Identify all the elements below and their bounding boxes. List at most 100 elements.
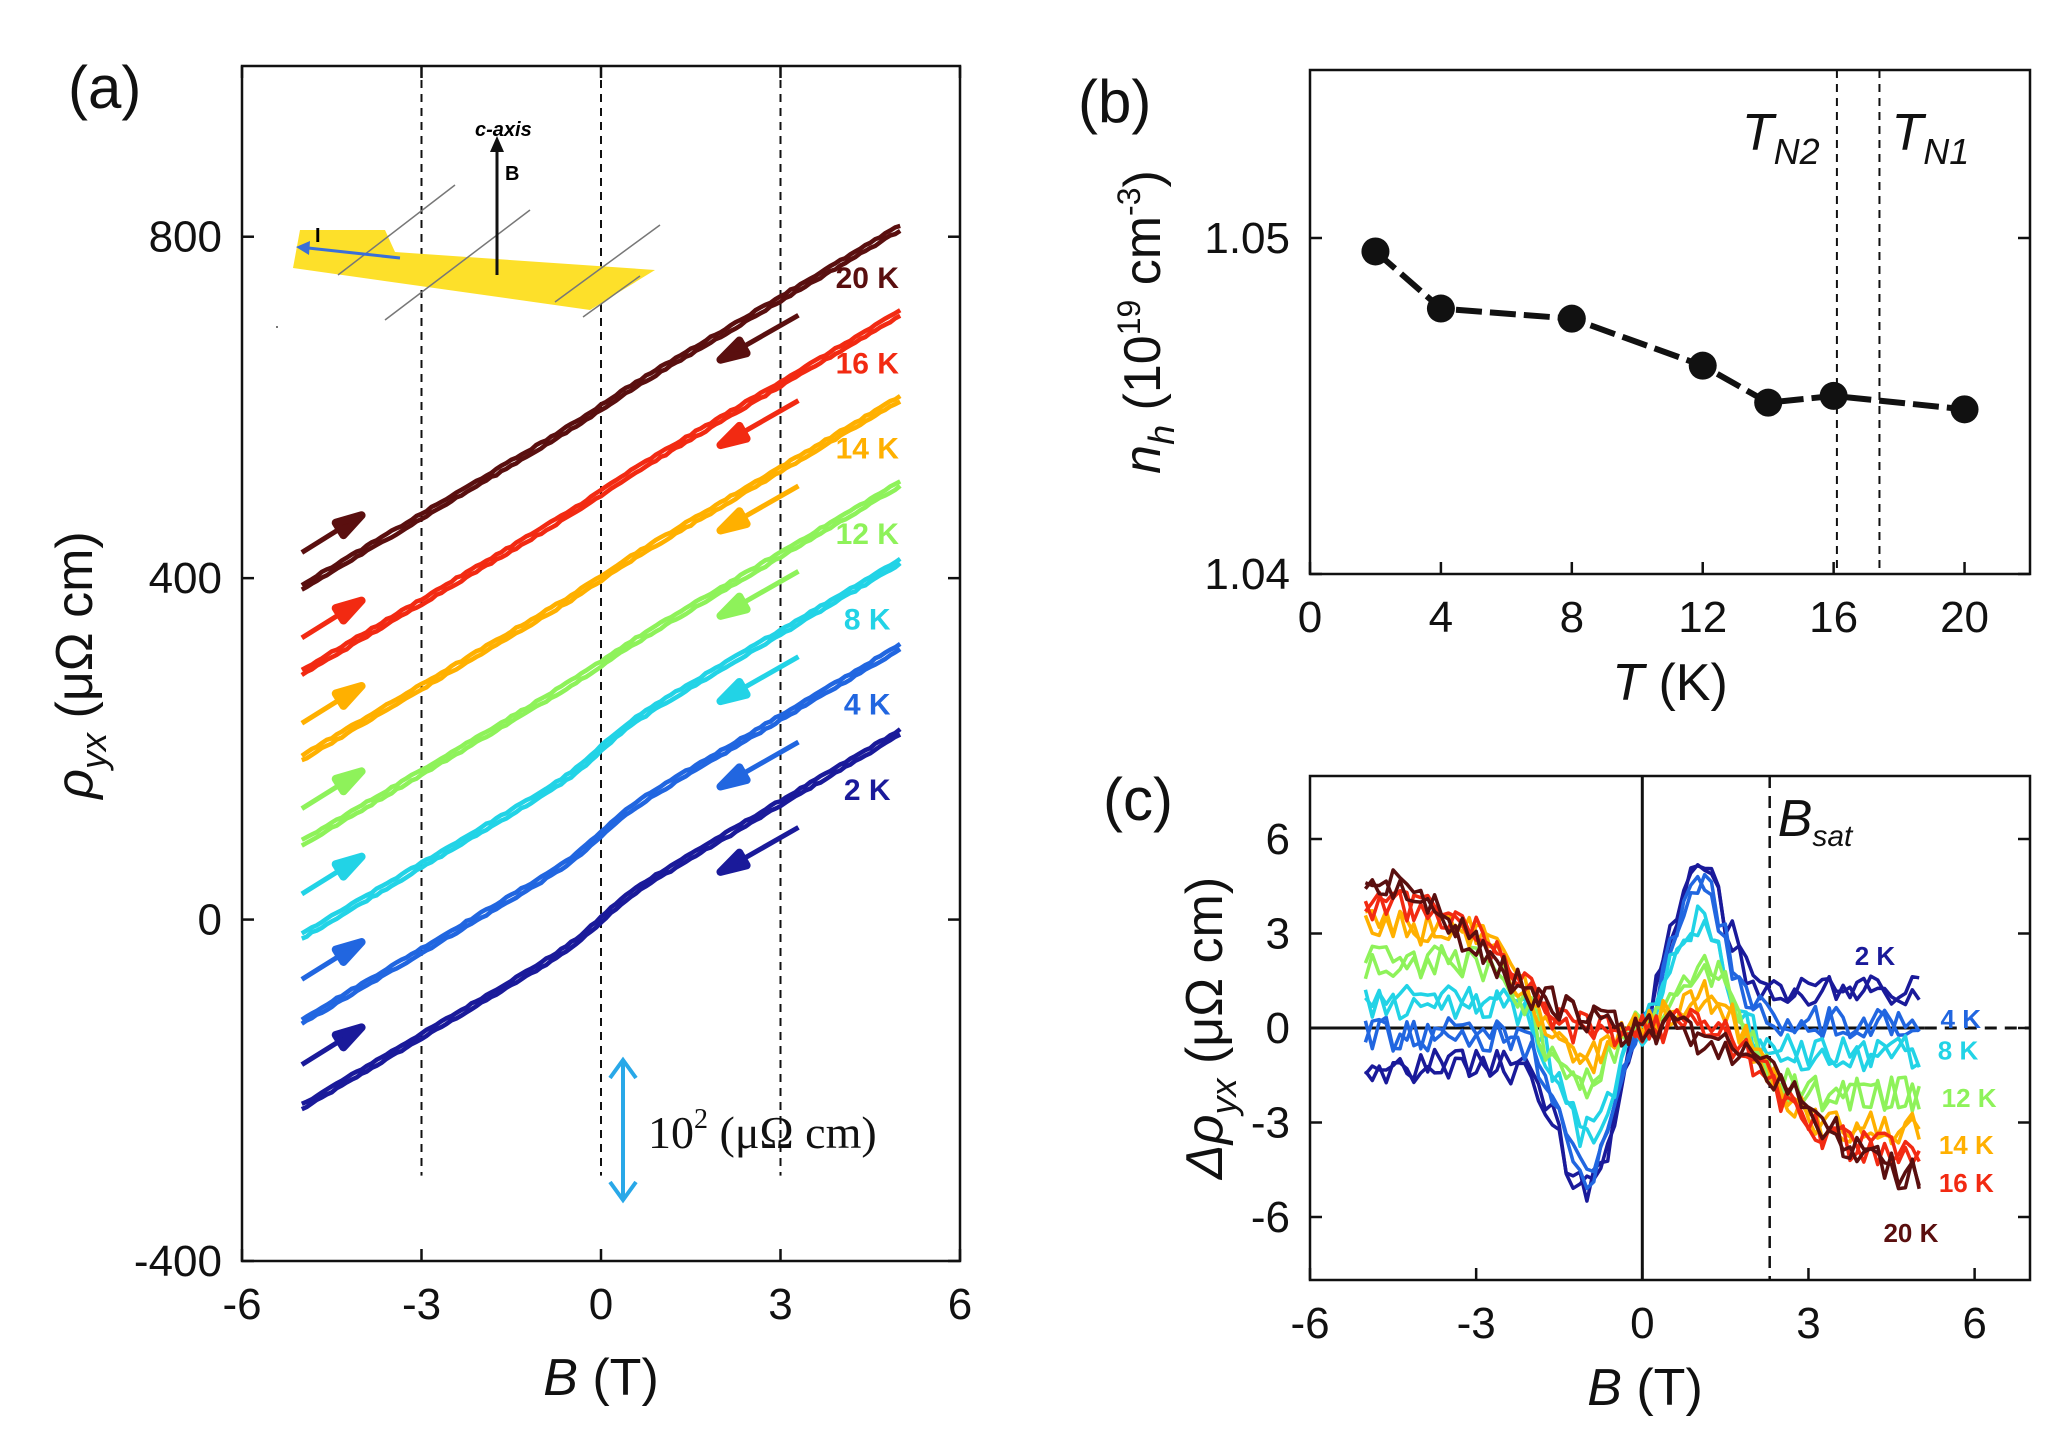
panel-c-series bbox=[1363, 863, 1921, 1203]
temperature-label: 14 K bbox=[1939, 1130, 1994, 1160]
y-tick-label: -6 bbox=[1251, 1193, 1290, 1242]
series-line-4k bbox=[300, 642, 902, 1022]
y-tick-label: -400 bbox=[134, 1237, 222, 1286]
panel-c-x-label: B (T) bbox=[1587, 1359, 1703, 1417]
panel-a-x-label: B (T) bbox=[543, 1349, 659, 1407]
series-line-12k bbox=[300, 484, 902, 848]
x-tick-label: 0 bbox=[1630, 1299, 1654, 1348]
temperature-label: 14 K bbox=[836, 433, 900, 466]
nh-point bbox=[1819, 381, 1848, 410]
inset-field-label: B bbox=[505, 163, 519, 185]
panel-a-label: (a) bbox=[68, 54, 141, 121]
panel-c-guides: Bsat bbox=[1310, 776, 2030, 1280]
temperature-label: 2 K bbox=[1855, 941, 1896, 971]
panel-c-y-label: Δρyx (μΩ cm) bbox=[1176, 877, 1244, 1181]
series-line-16k bbox=[300, 313, 902, 677]
scale-bar-top-head bbox=[608, 1056, 638, 1080]
y-tick-label: 3 bbox=[1266, 910, 1290, 959]
panel-b-label: (b) bbox=[1078, 68, 1151, 135]
x-tick-label: 16 bbox=[1809, 593, 1858, 642]
temperature-label: 16 K bbox=[1939, 1168, 1994, 1198]
series-line-12k bbox=[300, 479, 902, 842]
x-tick-label: 3 bbox=[768, 1280, 792, 1329]
scale-bar-label: 102 (μΩ cm) bbox=[648, 1104, 877, 1158]
temperature-label: 12 K bbox=[836, 518, 900, 551]
panel-b-y-label: nh (1019 cm-3) bbox=[1111, 170, 1182, 474]
temperature-label: 8 K bbox=[844, 603, 891, 636]
x-tick-label: -6 bbox=[222, 1280, 261, 1329]
x-tick-label: 8 bbox=[1560, 593, 1584, 642]
sweep-arrowhead-up bbox=[331, 767, 366, 796]
temperature-label: 8 K bbox=[1938, 1036, 1979, 1066]
y-tick-label: 400 bbox=[149, 554, 222, 603]
temperature-label: 20 K bbox=[1883, 1218, 1938, 1248]
x-tick-label: -3 bbox=[1457, 1299, 1496, 1348]
series-line-14k bbox=[301, 399, 902, 763]
x-tick-label: -3 bbox=[402, 1280, 441, 1329]
series-line-4k bbox=[300, 647, 902, 1026]
series-line-16k bbox=[300, 308, 902, 672]
panel-c-x-ticks: -6 -3 0 3 6 bbox=[1290, 1268, 1987, 1348]
sweep-arrowhead-up bbox=[331, 511, 366, 540]
delta-series-8k bbox=[1363, 918, 1921, 1149]
x-tick-label: 0 bbox=[589, 1280, 613, 1329]
panel-b-x-label: T (K) bbox=[1612, 654, 1728, 712]
series-line-8k bbox=[300, 556, 902, 936]
sweep-arrowhead-down bbox=[716, 507, 751, 535]
panel-c-temperature-labels: 2 K 4 K8 K 12 K 14 K 16 K20 K bbox=[1855, 941, 1997, 1248]
contact-wire bbox=[337, 184, 456, 276]
series-line-20k bbox=[300, 223, 901, 588]
panel-b-data bbox=[1361, 237, 1979, 424]
x-tick-label: 0 bbox=[1298, 593, 1322, 642]
scale-bar-bottom-head bbox=[608, 1180, 638, 1204]
y-tick-label: -3 bbox=[1251, 1099, 1290, 1148]
panel-b-neel-lines: TN2 TN1 bbox=[1742, 70, 1969, 574]
nh-point bbox=[1754, 388, 1783, 417]
sweep-arrowhead-up bbox=[331, 596, 366, 625]
sweep-arrowhead-up bbox=[331, 681, 366, 710]
nh-point bbox=[1688, 351, 1717, 380]
current-arrow bbox=[307, 246, 401, 260]
x-tick-label: 4 bbox=[1429, 593, 1453, 642]
sweep-arrowhead-down bbox=[716, 763, 751, 791]
contact-wire bbox=[384, 209, 531, 321]
c-axis-label: c-axis bbox=[475, 119, 532, 141]
x-tick-label: -6 bbox=[1290, 1299, 1329, 1348]
nh-line bbox=[1373, 249, 1965, 413]
bsat-label: Bsat bbox=[1778, 790, 1854, 853]
sweep-arrowhead-down bbox=[716, 421, 751, 450]
nh-point bbox=[1426, 294, 1455, 323]
y-tick-label: 800 bbox=[149, 213, 222, 262]
x-tick-label: 20 bbox=[1940, 593, 1989, 642]
c-axis-arrowhead bbox=[490, 136, 504, 152]
temperature-label: 4 K bbox=[844, 689, 891, 722]
panel-a-x-ticks: -6 -3 0 3 6 bbox=[222, 66, 972, 1329]
nh-point bbox=[1950, 395, 1979, 424]
panel-b: (b) TN2 TN1 0 4 8 12 16 20 1.04 1.05 T (K) nh (… bbox=[1078, 68, 2032, 712]
inset-current-label: I bbox=[315, 225, 321, 247]
sample-slab bbox=[293, 230, 655, 310]
panel-c: (c) Bsat 2 K 4 K8 K 12 K 14 K 16 K20 K -6 -3 0… bbox=[1103, 766, 2032, 1417]
temperature-label: 12 K bbox=[1942, 1083, 1997, 1113]
nh-point bbox=[1361, 237, 1390, 266]
panel-b-y-ticks: 1.04 1.05 bbox=[1204, 214, 2030, 599]
sweep-arrowhead-up bbox=[331, 1023, 366, 1052]
panel-a-series bbox=[300, 223, 902, 1112]
y-tick-label: 0 bbox=[198, 896, 222, 945]
panel-a-y-label: ρyx (μΩ cm) bbox=[46, 531, 114, 800]
panel-a-dashed-lines bbox=[420, 66, 782, 1176]
x-tick-label: 3 bbox=[1796, 1299, 1820, 1348]
panel-c-y-ticks: -6 -3 0 3 6 bbox=[1251, 815, 2030, 1242]
series-line-20k bbox=[300, 228, 902, 592]
series-line-14k bbox=[300, 394, 902, 758]
panel-a-y-ticks: -400 0 400 800 bbox=[134, 213, 960, 1286]
series-line-2k bbox=[300, 732, 902, 1112]
panel-a-temperature-labels: 2 K 4 K 8 K 12 K 14 K 16 K 20 K bbox=[836, 262, 900, 807]
x-tick-label: 6 bbox=[948, 1280, 972, 1329]
series-line-8k bbox=[300, 561, 902, 941]
neel-label: TN2 bbox=[1742, 104, 1820, 172]
x-tick-label: 6 bbox=[1962, 1299, 1986, 1348]
panel-a-inset-schematic: c-axis B I bbox=[276, 119, 661, 328]
y-tick-label: 1.05 bbox=[1204, 214, 1290, 263]
